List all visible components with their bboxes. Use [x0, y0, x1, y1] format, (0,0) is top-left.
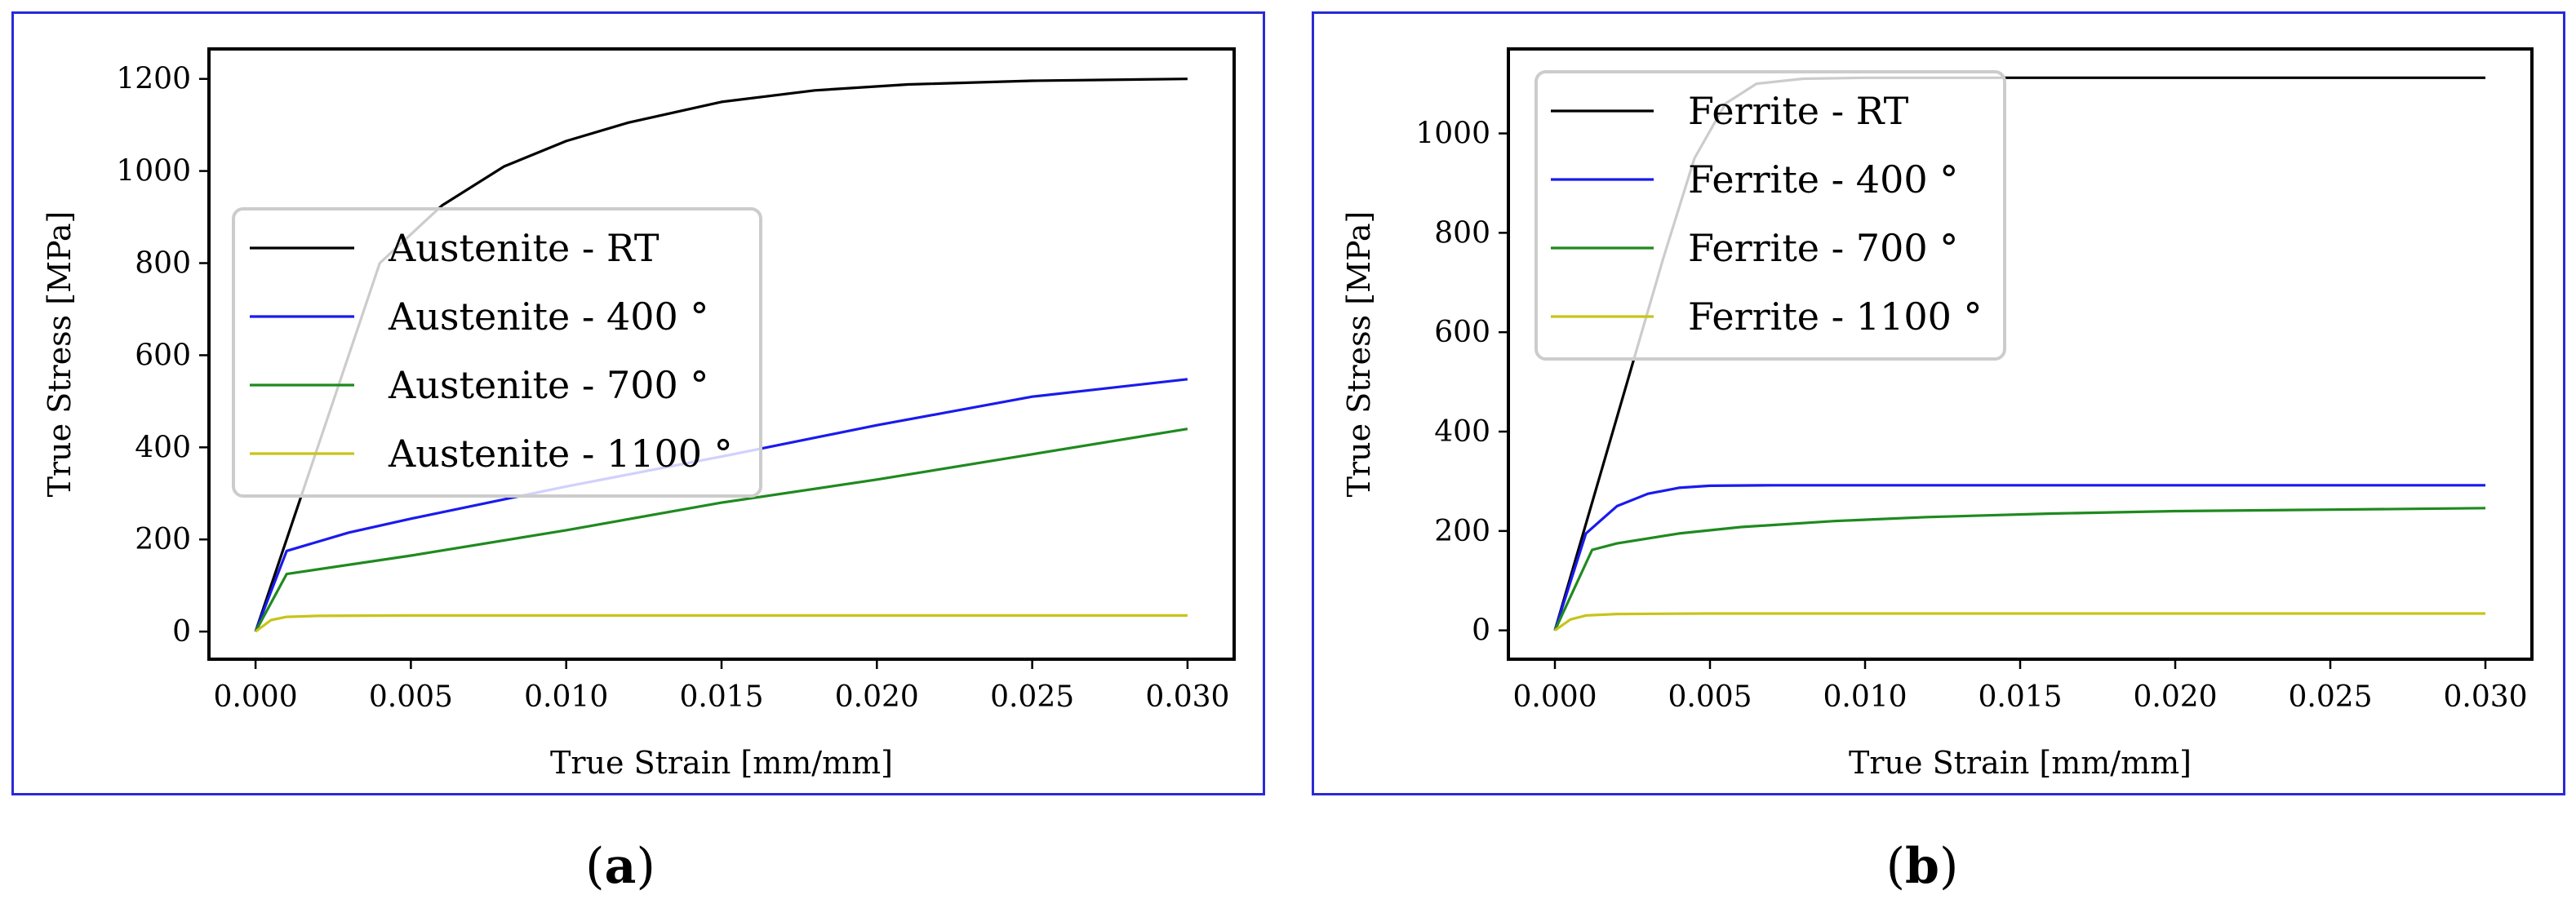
legend-label: Austenite - RT	[388, 226, 660, 270]
y-tick-label: 200	[135, 523, 191, 556]
x-tick-label: 0.015	[679, 680, 763, 714]
y-tick-label: 1000	[116, 155, 191, 188]
x-tick-label: 0.005	[1668, 680, 1752, 714]
legend-label: Ferrite - RT	[1688, 89, 1909, 133]
x-tick-label: 0.020	[835, 680, 919, 714]
y-axis-label: True Stress [MPa]	[42, 211, 78, 498]
panel-a-frame	[11, 11, 1265, 795]
y-tick-label: 1200	[116, 63, 191, 96]
caption-part: (	[1886, 838, 1905, 895]
caption-part: (	[585, 838, 604, 895]
y-tick-label: 0	[1472, 614, 1490, 648]
y-tick-label: 600	[135, 339, 191, 372]
x-tick-label: 0.000	[1512, 680, 1597, 714]
legend-label: Austenite - 700 °	[388, 363, 708, 407]
legend-box	[232, 207, 762, 498]
y-axis-label: True Stress [MPa]	[1341, 211, 1377, 498]
legend-a: Austenite - RT Austenite - 400 ° Austenite…	[232, 207, 762, 498]
series-line-a-2	[254, 427, 1188, 632]
x-tick-label: 0.015	[1978, 680, 2062, 714]
plot-frame	[1507, 47, 2534, 661]
chart-b: 0.000 0.005 0.010 0.015 0.020 0.025 0.030 0 200 4…	[1341, 47, 2534, 895]
x-tick-label: 0.030	[1145, 680, 1229, 714]
caption-part: b	[1905, 838, 1939, 895]
x-axis-label: True Strain [mm/mm]	[1849, 745, 2192, 781]
legend-box	[1534, 70, 2006, 361]
series-line-b-3	[1554, 612, 2485, 632]
series-line-a-3	[255, 614, 1188, 633]
y-tick-label: 200	[1434, 515, 1490, 548]
legend-label: Ferrite - 1100 °	[1688, 295, 1983, 339]
caption-part: )	[1939, 838, 1958, 895]
legend-label: Austenite - 1100 °	[388, 432, 733, 476]
x-tick-label: 0.000	[214, 680, 298, 714]
caption-part: )	[636, 838, 655, 895]
x-tick-label: 0.010	[524, 680, 608, 714]
legend-label: Ferrite - 400 °	[1688, 157, 1958, 202]
panel-caption: (b)	[1886, 838, 1959, 895]
panel-b-frame	[1312, 11, 2565, 795]
legend-label: Austenite - 400 °	[388, 295, 708, 339]
y-tick-label: 0	[172, 615, 191, 649]
series-line-b-1	[1553, 484, 2485, 631]
series-line-b-2	[1553, 507, 2486, 631]
plot-frame	[207, 47, 1236, 661]
x-tick-label: 0.025	[990, 680, 1074, 714]
x-tick-label: 0.020	[2133, 680, 2217, 714]
x-tick-label: 0.010	[1823, 680, 1907, 714]
caption-part: a	[605, 838, 637, 895]
y-tick-label: 600	[1434, 316, 1490, 349]
y-tick-label: 800	[1434, 216, 1490, 250]
y-tick-label: 800	[135, 247, 191, 281]
x-tick-label: 0.030	[2443, 680, 2527, 714]
x-tick-label: 0.025	[2288, 680, 2372, 714]
panel-caption: (a)	[585, 838, 655, 895]
legend-label: Ferrite - 700 °	[1688, 226, 1958, 270]
y-tick-label: 1000	[1415, 117, 1490, 151]
x-axis-label: True Strain [mm/mm]	[550, 745, 893, 781]
legend-b: Ferrite - RT Ferrite - 400 ° Ferrite - 700…	[1534, 70, 2006, 361]
y-tick-label: 400	[135, 431, 191, 464]
y-tick-label: 400	[1434, 415, 1490, 449]
chart-a: 0.000 0.005 0.010 0.015 0.020 0.025 0.030 0 200 4…	[42, 47, 1236, 895]
x-tick-label: 0.005	[369, 680, 453, 714]
